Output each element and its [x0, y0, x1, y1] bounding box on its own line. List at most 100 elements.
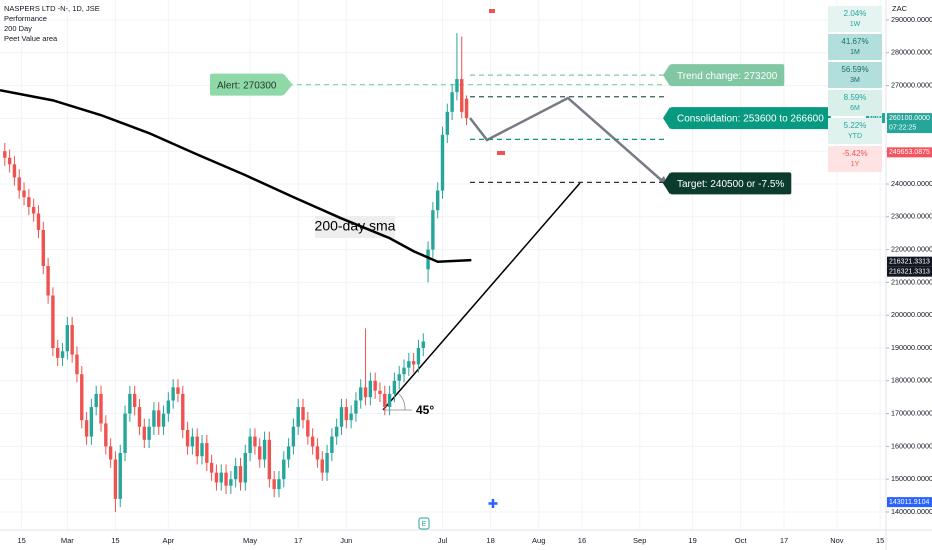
- candle-body: [450, 92, 454, 112]
- candle-body: [181, 393, 185, 430]
- marker: [488, 499, 498, 508]
- candle-body: [41, 229, 45, 267]
- y-tick-label: 230000.0000: [891, 212, 932, 221]
- annotation-text: Trend change: 273200: [677, 71, 778, 82]
- price-tag-text: 249653.0875: [889, 149, 930, 156]
- performance-period: 1W: [850, 21, 861, 28]
- candle-body: [99, 393, 103, 424]
- performance-period: 1Y: [851, 161, 860, 168]
- candle-body: [368, 380, 373, 398]
- marker: [489, 9, 495, 13]
- candle-body: [416, 348, 421, 365]
- y-tick-label: 160000.0000: [891, 441, 932, 450]
- annotation-label: Target: 240500 or -7.5%: [663, 172, 792, 195]
- x-tick-label: Jun: [340, 536, 352, 545]
- candle-body: [258, 446, 262, 460]
- performance-period: YTD: [848, 133, 862, 140]
- annotation-label: Alert: 270300: [210, 73, 293, 96]
- x-tick-label: Apr: [163, 536, 175, 545]
- candle-body: [17, 177, 21, 191]
- candle-body: [200, 443, 204, 457]
- candle-body: [137, 407, 142, 427]
- candle-body: [354, 400, 358, 414]
- price-tag-text: 143011.9104: [889, 499, 929, 506]
- y-tick-label: 220000.0000: [891, 245, 932, 254]
- candle-body: [123, 413, 127, 453]
- candle-body: [440, 134, 445, 191]
- candle-body: [142, 426, 146, 440]
- candle-body: [397, 374, 401, 381]
- candle-body: [262, 439, 267, 460]
- price-tag: [887, 147, 932, 158]
- candle-body: [229, 479, 233, 486]
- indicator-name[interactable]: 200 Day: [4, 24, 32, 33]
- candle-body: [330, 436, 334, 453]
- candle-body: [46, 266, 50, 296]
- candle-body: [132, 393, 137, 408]
- candle-body: [152, 410, 156, 427]
- price-tag: [887, 256, 932, 267]
- price-tag: [887, 497, 932, 508]
- candle-body: [3, 151, 7, 158]
- candle-body: [233, 466, 238, 480]
- candle-body: [161, 413, 166, 427]
- legend-header: NASPERS LTD -N-, 1D, JSE Performance 200…: [4, 4, 100, 44]
- candle-body: [36, 213, 41, 230]
- candle-body: [80, 374, 84, 421]
- performance-period: 1M: [850, 49, 860, 56]
- candle-body: [56, 348, 60, 358]
- angle-arc: [397, 392, 406, 411]
- candle-body: [185, 429, 190, 447]
- candle-body: [219, 472, 223, 483]
- x-tick-label: Mar: [61, 536, 74, 545]
- candle-body: [387, 393, 392, 408]
- annotation-label: Consolidation: 253600 to 266600: [663, 107, 831, 130]
- candle-body: [296, 407, 300, 427]
- candle-body: [282, 459, 286, 480]
- candle-body: [339, 407, 344, 427]
- price-tag-text: 260100.0000: [889, 115, 930, 122]
- candle-body: [464, 98, 469, 119]
- grid: [0, 0, 885, 530]
- candle-body: [104, 423, 108, 447]
- candle-body: [108, 446, 113, 460]
- candle-body: [89, 407, 94, 437]
- y-tick-label: 200000.0000: [891, 310, 932, 319]
- y-tick-label: 280000.0000: [891, 48, 932, 57]
- x-tick-label: Oct: [735, 536, 748, 545]
- earnings-icon[interactable]: [418, 517, 430, 530]
- annotation-tip: [663, 64, 670, 87]
- annotation-box: [670, 172, 792, 195]
- candle-body: [22, 190, 26, 198]
- candle-body: [118, 452, 122, 499]
- indicator-name[interactable]: Peet Value area: [4, 34, 58, 43]
- annotation-tip: [663, 172, 670, 195]
- candle-body: [171, 387, 175, 401]
- projection-path: [469, 96, 669, 187]
- performance-value: 2.04%: [844, 9, 867, 18]
- candle-body: [176, 387, 180, 394]
- y-tick-label: 180000.0000: [891, 376, 932, 385]
- annotation-tip: [663, 107, 670, 130]
- indicator-name[interactable]: Performance: [4, 14, 47, 23]
- candle-body: [205, 443, 209, 463]
- candle-body: [272, 479, 276, 490]
- candle-body: [128, 393, 132, 414]
- candle-body: [113, 459, 118, 499]
- candle-body: [7, 157, 12, 165]
- x-tick-label: 15: [17, 536, 25, 545]
- performance-cell: [828, 90, 882, 116]
- performance-value: 5.22%: [844, 121, 867, 130]
- candle-body: [65, 325, 70, 352]
- candle-body: [84, 420, 89, 437]
- x-tick-label: Nov: [830, 536, 844, 545]
- candle-body: [383, 393, 387, 408]
- candle-body: [334, 426, 339, 437]
- candle-body: [166, 400, 171, 414]
- y-tick-label: 140000.0000: [891, 507, 932, 516]
- sma-note: 200-day sma: [315, 218, 396, 234]
- candle-body: [378, 390, 382, 394]
- annotation-box: [210, 73, 284, 96]
- candle-body: [426, 249, 430, 270]
- candle-body: [421, 341, 425, 349]
